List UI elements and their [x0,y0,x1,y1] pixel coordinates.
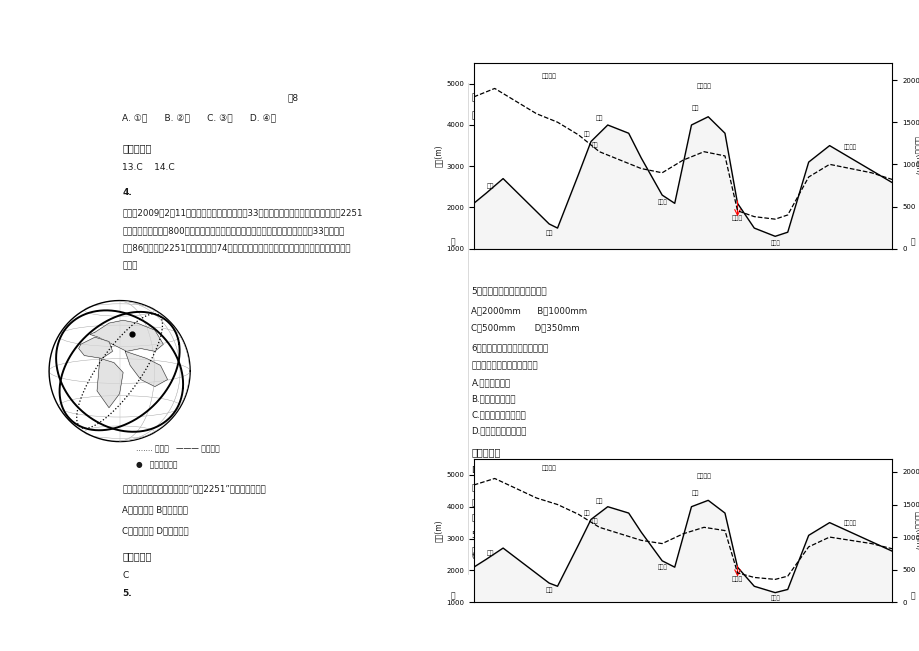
Text: 5．弄子栏的年降水量约为（）: 5．弄子栏的年降水量约为（） [471,286,547,295]
Text: 北京时2009年2月11日某时，美国一食卫星（録33）与俄罗斯一食已报废的卫星（宇劙2251: 北京时2009年2月11日某时，美国一食卫星（録33）与俄罗斯一食已报废的卫星（… [122,208,362,217]
Text: 6．造成贡山、德饅、香格里拉等: 6．造成贡山、德饅、香格里拉等 [471,344,548,353]
Y-axis label: 年降水量(mm): 年降水量(mm) [913,136,919,176]
Text: 怒江: 怒江 [545,588,552,594]
Y-axis label: 海拔(m): 海拔(m) [434,145,443,167]
Text: 地降水差异的主要原因是（）: 地降水差异的主要原因是（） [471,361,538,370]
Text: 地形剪面: 地形剪面 [696,83,710,89]
Text: 滇西北的怒江、澜沧江、金沙江紧密相邻，并列南流，构成独特的三江并流区。该地区自然环境非常: 滇西北的怒江、澜沧江、金沙江紧密相邻，并列南流，构成独特的三江并流区。该地区自然… [471,93,697,102]
Text: 中的纵向岭谷北部三江并流区河谷地貌对西南气流的影响为材料，重点在读图、析图和判断地形对降: 中的纵向岭谷北部三江并流区河谷地貌对西南气流的影响为材料，重点在读图、析图和判断… [471,498,680,507]
Text: 香格里拉: 香格里拉 [843,144,857,150]
Text: A．2000mm      B．1000mm: A．2000mm B．1000mm [471,306,587,315]
Text: 独特。该三江地区某地形剪面和降水量分布示意图，完成5、6题。: 独特。该三江地区某地形剪面和降水量分布示意图，完成5、6题。 [471,111,625,120]
Text: 贡山: 贡山 [486,551,494,556]
Text: DC: DC [471,466,484,475]
Text: ●   卫星相撞地点: ● 卫星相撞地点 [136,460,177,469]
Text: 香格里拉: 香格里拉 [843,520,857,526]
Text: C.地形对西南气流阻挡: C.地形对西南气流阻挡 [471,410,526,419]
Y-axis label: 年降水量(mm): 年降水量(mm) [913,511,919,550]
Text: ....... 晨昂线   ——— 卫星轨道: ....... 晨昂线 ——— 卫星轨道 [136,444,220,453]
Text: 云岭: 云岭 [691,105,698,111]
Text: 水的影响以及认识相关区域等方面进行考查。: 水的影响以及认识相关区域等方面进行考查。 [471,513,566,522]
Text: 怒江: 怒江 [545,230,552,236]
Text: 参考答案：: 参考答案： [122,143,152,153]
Text: 参考答案：: 参考答案： [122,551,152,561]
Text: 金沙江: 金沙江 [769,596,779,602]
Text: 碧罗: 碧罗 [583,510,589,516]
Text: 云岭: 云岭 [691,490,698,495]
Text: 两卫星相撞前那一时刻，卫星“宇劙2251”的运动方向是朝: 两卫星相撞前那一时刻，卫星“宇劙2251”的运动方向是朝 [122,484,266,493]
Text: 碧罗: 碧罗 [583,132,589,137]
Text: 东: 东 [910,238,914,247]
Text: 雪山: 雪山 [591,519,597,524]
Text: 贡山: 贡山 [486,184,494,189]
Text: 东: 东 [910,592,914,601]
Text: 角为86度，宇劙2251的轨道倾角为74度。（卫星轨道倾角即卫星轨道平面与地球赤道平面的: 角为86度，宇劙2251的轨道倾角为74度。（卫星轨道倾角即卫星轨道平面与地球赤… [122,243,350,253]
Polygon shape [96,358,123,408]
Text: 弄子栏: 弄子栏 [732,215,743,221]
Text: A．东北方向 B．西南方向: A．东北方向 B．西南方向 [122,505,187,514]
Text: D.所在山地的坡向不同: D.所在山地的坡向不同 [471,426,527,435]
Text: C．500mm       D．350mm: C．500mm D．350mm [471,324,580,333]
Text: 5．该题主要是如何读图，弄子栏地处海拔在2000米左右，其对应的降水是350毫米左右（见图箭头）: 5．该题主要是如何读图，弄子栏地处海拔在2000米左右，其对应的降水是350毫米… [471,531,701,540]
Text: 弄子栏: 弄子栏 [732,577,743,582]
Text: 雪山: 雪山 [591,142,597,148]
Text: 金沙江: 金沙江 [769,240,779,246]
Polygon shape [125,352,167,387]
Text: C: C [122,572,129,581]
Polygon shape [79,337,112,358]
Text: 参考答案：: 参考答案： [471,447,500,457]
Y-axis label: 海拔(m): 海拔(m) [434,519,443,542]
Text: 澜沧江: 澜沧江 [656,564,666,570]
Text: 澜沧江: 澜沧江 [656,199,666,205]
Text: A. ①图      B. ②图      C. ③图      D. ④图: A. ①图 B. ②图 C. ③图 D. ④图 [122,113,276,122]
Text: 13.C    14.C: 13.C 14.C [122,163,175,173]
Text: 4.: 4. [122,188,131,197]
Text: 西: 西 [450,238,455,247]
Text: 西: 西 [450,592,455,601]
Text: 夹角）: 夹角） [122,261,137,270]
Text: 5.: 5. [122,589,131,598]
Text: A.海拔高度不同: A.海拔高度不同 [471,378,510,387]
Text: 德饅: 德饅 [595,498,603,503]
Text: C．东南方向 D．西北方向: C．东南方向 D．西北方向 [122,526,188,535]
Text: 图8: 图8 [288,93,299,102]
Text: 年降水量: 年降水量 [541,465,556,471]
Text: ）在西伯利亚上空约800千米处相撞。这是历史上首次卫星相撞事故。其中，錰星33的轨道倾: ）在西伯利亚上空约800千米处相撞。这是历史上首次卫星相撞事故。其中，錰星33的… [122,226,344,235]
Text: 德饅: 德饅 [595,115,603,121]
Text: 年降水量: 年降水量 [541,73,556,79]
Text: 地形剪面: 地形剪面 [696,473,710,479]
Polygon shape [90,320,164,352]
Text: 。此题容易错误的地方是，直接由弄子栏向水平方向读出剠5000毫米的降水。: 。此题容易错误的地方是，直接由弄子栏向水平方向读出剠5000毫米的降水。 [471,546,643,555]
Text: B.距海远近的差异: B.距海远近的差异 [471,394,516,403]
Text: 【分析】该题组以兰州大学某博士论文《纵向岭谷北部三江并流区河谷地貌发育及期环境效应研究》: 【分析】该题组以兰州大学某博士论文《纵向岭谷北部三江并流区河谷地貌发育及期环境效… [471,483,680,492]
Text: 6．解答该题的关键在于，一是从图上看降水量曲线由西向东是逐步下降的，二是贡山、德饅、香格: 6．解答该题的关键在于，一是从图上看降水量曲线由西向东是逐步下降的，二是贡山、德… [471,552,680,561]
